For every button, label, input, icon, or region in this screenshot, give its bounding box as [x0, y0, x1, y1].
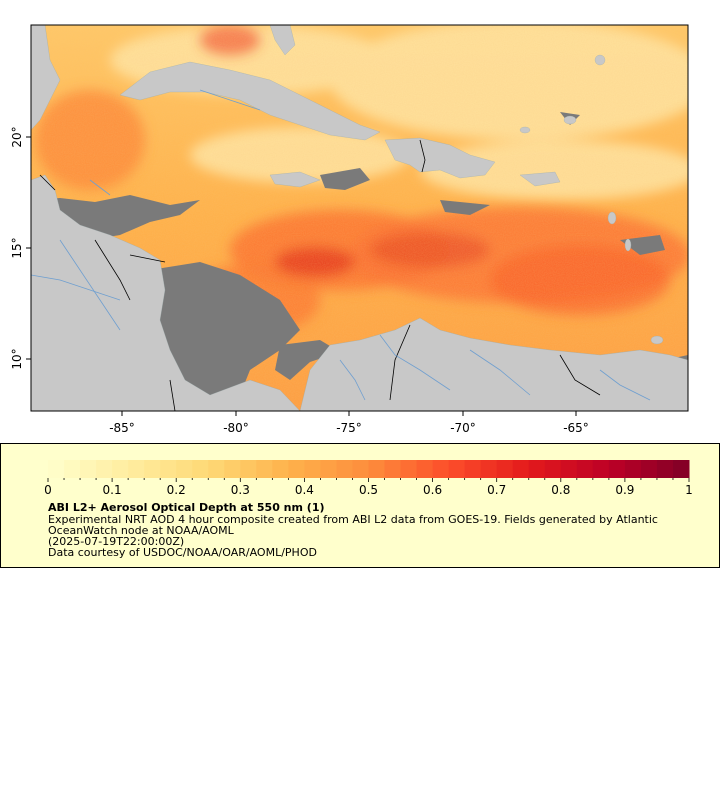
- colorbar-swatch: [368, 460, 386, 478]
- colorbar-tick-label: 0.4: [295, 483, 314, 497]
- colorbar-swatch: [400, 460, 418, 478]
- y-tick-label: 15°: [10, 237, 24, 258]
- legend-timestamp: (2025-07-19T22:00:00Z): [48, 535, 185, 548]
- legend-credit: Data courtesy of USDOC/NOAA/OAR/AOML/PHO…: [48, 546, 317, 559]
- legend-panel: 0 0.1 0.2 0.3 0.4 0.5 0.6 0.7 0.8 0.9 1 ABI L2+ Ae…: [0, 443, 720, 568]
- x-tick-label: -80°: [223, 421, 249, 435]
- land-hispaniola: [384, 137, 496, 179]
- x-tick-label: -65°: [563, 421, 589, 435]
- map-figure: -85° -80° -75° -70° -65° 20° 15° 10°: [10, 24, 689, 435]
- colorbar-swatch: [320, 460, 337, 478]
- colorbar-swatch: [64, 460, 81, 478]
- land-south-america: [299, 317, 688, 411]
- colorbar-tick-label: 0: [44, 483, 52, 497]
- colorbar: 0 0.1 0.2 0.3 0.4 0.5 0.6 0.7 0.8 0.9 1: [44, 460, 693, 497]
- colorbar-swatch: [192, 460, 209, 478]
- colorbar-swatch: [512, 460, 530, 478]
- colorbar-swatch: [432, 460, 450, 478]
- colorbar-tick-label: 0.1: [103, 483, 122, 497]
- map-svg: -85° -80° -75° -70° -65° 20° 15° 10°: [10, 24, 689, 435]
- colorbar-swatch: [416, 460, 434, 478]
- land-yucatan: [31, 25, 61, 131]
- colorbar-swatch: [560, 460, 578, 478]
- colorbar-swatch: [96, 460, 113, 478]
- colorbar-tick-label: 0.3: [231, 483, 250, 497]
- colorbar-tick-label: 1: [685, 483, 693, 497]
- colorbar-swatch: [128, 460, 145, 478]
- legend-description: OceanWatch node at NOAA/AOML: [48, 524, 234, 537]
- land-jamaica: [269, 171, 321, 188]
- x-tick-label: -70°: [450, 421, 476, 435]
- colorbar-tick-label: 0.7: [487, 483, 506, 497]
- colorbar-tick-label: 0.5: [359, 483, 378, 497]
- colorbar-swatch: [80, 460, 97, 478]
- colorbar-swatch: [304, 460, 321, 478]
- colorbar-swatch: [144, 460, 161, 478]
- rivers: [31, 89, 651, 401]
- colorbar-swatch: [464, 460, 482, 478]
- landmasses: [31, 25, 688, 411]
- colorbar-swatch: [640, 460, 658, 478]
- colorbar-swatch: [544, 460, 562, 478]
- colorbar-swatch: [672, 460, 690, 478]
- colorbar-swatch: [352, 460, 369, 478]
- colorbar-swatch: [624, 460, 642, 478]
- colorbar-swatch: [176, 460, 193, 478]
- land-puerto-rico: [519, 171, 561, 187]
- map-frame-border: [30, 24, 689, 412]
- land-central-america: [31, 174, 301, 411]
- x-tick-label: -75°: [336, 421, 362, 435]
- colorbar-ticks: [47, 478, 690, 482]
- colorbar-swatch: [592, 460, 610, 478]
- colorbar-swatch: [240, 460, 257, 478]
- colorbar-swatch: [528, 460, 546, 478]
- colorbar-tick-label: 0.8: [551, 483, 570, 497]
- colorbar-swatch: [272, 460, 289, 478]
- colorbar-tick-label: 0.2: [167, 483, 186, 497]
- colorbar-swatch: [336, 460, 353, 478]
- country-borders: [39, 139, 601, 411]
- colorbar-tick-label: 0.9: [615, 483, 634, 497]
- colorbar-swatch: [656, 460, 674, 478]
- colorbar-swatch: [448, 460, 466, 478]
- colorbar-swatches: [48, 460, 690, 478]
- x-tick-label: -85°: [109, 421, 135, 435]
- colorbar-labels: 0 0.1 0.2 0.3 0.4 0.5 0.6 0.7 0.8 0.9 1: [44, 483, 693, 497]
- colorbar-swatch: [480, 460, 498, 478]
- legend-description: Experimental NRT AOD 4 hour composite cr…: [48, 513, 658, 526]
- colorbar-swatch: [256, 460, 273, 478]
- colorbar-swatch: [384, 460, 402, 478]
- colorbar-swatch: [112, 460, 129, 478]
- colorbar-swatch: [160, 460, 177, 478]
- colorbar-swatch: [496, 460, 514, 478]
- colorbar-swatch: [208, 460, 225, 478]
- colorbar-swatch: [576, 460, 594, 478]
- map-plot-area: [31, 25, 688, 411]
- legend-title: ABI L2+ Aerosol Optical Depth at 550 nm …: [48, 501, 325, 514]
- y-tick-label: 20°: [10, 126, 24, 147]
- colorbar-swatch: [48, 460, 65, 478]
- axis-ticks: [26, 136, 577, 416]
- colorbar-swatch: [224, 460, 241, 478]
- y-tick-label: 10°: [10, 348, 24, 369]
- colorbar-swatch: [288, 460, 305, 478]
- colorbar-swatch: [608, 460, 626, 478]
- land-cuba: [119, 61, 381, 141]
- colorbar-tick-label: 0.6: [423, 483, 442, 497]
